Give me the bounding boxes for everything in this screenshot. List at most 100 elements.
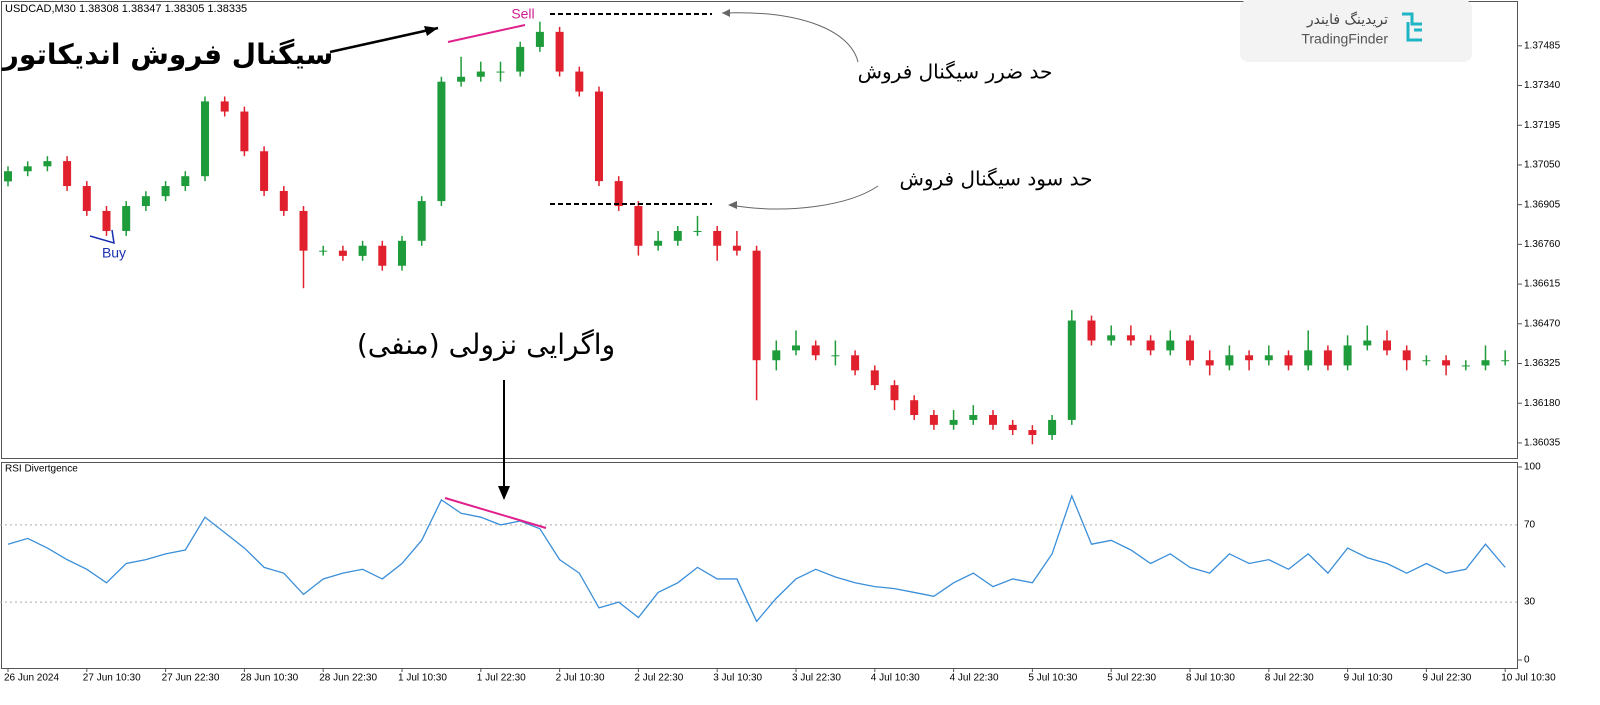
candle-body xyxy=(1284,355,1293,366)
candle-body xyxy=(792,345,800,351)
x-tick-label: 8 Jul 10:30 xyxy=(1186,673,1235,684)
buy-label: Buy xyxy=(102,245,126,261)
y-tick-label: 30 xyxy=(1524,597,1536,608)
candle-body xyxy=(772,350,781,361)
candle-body xyxy=(4,171,12,182)
arrow-head xyxy=(722,9,730,17)
candle-body xyxy=(555,31,564,72)
y-tick-label: 1.37340 xyxy=(1524,80,1561,91)
x-tick-label: 4 Jul 10:30 xyxy=(871,673,920,684)
rsi-line xyxy=(7,494,1506,623)
candle-body xyxy=(949,419,958,425)
candle-body xyxy=(693,230,702,232)
candle-body xyxy=(457,76,466,82)
y-tick-label: 1.36325 xyxy=(1524,358,1561,369)
sell-label: Sell xyxy=(511,6,534,22)
candle-body xyxy=(1402,350,1411,361)
rsi-title: RSI Divertgence xyxy=(5,464,78,475)
logo-icon xyxy=(1402,12,1422,42)
x-tick-label: 3 Jul 10:30 xyxy=(713,673,762,684)
arrow xyxy=(721,12,859,63)
y-tick-label: 1.36760 xyxy=(1524,239,1561,250)
candle-body xyxy=(1186,340,1194,361)
x-tick-label: 8 Jul 22:30 xyxy=(1265,673,1314,684)
candle-body xyxy=(890,385,899,401)
candle-body xyxy=(1323,350,1332,366)
candle-body xyxy=(1245,355,1254,361)
x-tick-label: 27 Jun 10:30 xyxy=(83,673,141,684)
candle-body xyxy=(535,31,544,47)
price-divergence-line xyxy=(447,24,526,43)
symbol-header: USDCAD,M30 1.38308 1.38347 1.38305 1.383… xyxy=(5,3,247,15)
candle-body xyxy=(1028,430,1037,435)
candle-body xyxy=(1461,365,1470,367)
candle-body xyxy=(82,186,91,211)
candle-body xyxy=(496,71,505,73)
candle-body xyxy=(122,206,131,231)
price-panel xyxy=(1,1,1518,459)
candle-body xyxy=(1383,340,1391,351)
x-tick-label: 10 Jul 10:30 xyxy=(1501,673,1556,684)
y-tick-label: 1.36615 xyxy=(1524,279,1561,290)
candle-body xyxy=(1343,345,1352,366)
y-tick-label: 70 xyxy=(1524,520,1536,531)
candle-body xyxy=(673,230,682,241)
candle-body xyxy=(1481,360,1490,366)
candle-body xyxy=(398,240,406,266)
candle-body xyxy=(989,415,997,425)
candle-body xyxy=(1146,340,1155,351)
candle-body xyxy=(1304,350,1313,366)
candle-body xyxy=(713,230,722,246)
y-tick-label: 100 xyxy=(1524,462,1541,473)
y-tick-label: 0 xyxy=(1524,655,1530,666)
candle-body xyxy=(1501,360,1510,362)
buy-marker xyxy=(89,229,115,245)
candle-body xyxy=(1107,335,1116,341)
candle-body xyxy=(1225,355,1234,366)
x-tick-label: 5 Jul 22:30 xyxy=(1107,673,1156,684)
candle-body xyxy=(1008,424,1017,431)
candle-body xyxy=(910,400,919,416)
x-tick-label: 5 Jul 10:30 xyxy=(1028,673,1077,684)
candle-body xyxy=(595,91,603,182)
arrow-head xyxy=(728,201,737,209)
candle-body xyxy=(1067,320,1076,420)
rsi-divergence-line xyxy=(444,497,547,529)
logo-name: TradingFinder xyxy=(1301,31,1388,47)
candle-body xyxy=(23,166,32,172)
candle-body xyxy=(279,190,288,211)
y-tick-label: 1.37050 xyxy=(1524,160,1561,171)
y-tick-label: 1.36470 xyxy=(1524,318,1561,329)
x-tick-label: 2 Jul 10:30 xyxy=(556,673,605,684)
candle-body xyxy=(752,250,761,361)
candle-body xyxy=(240,111,249,152)
candle-body xyxy=(299,210,308,251)
x-tick-label: 28 Jun 22:30 xyxy=(319,673,377,684)
candle-body xyxy=(1205,360,1214,366)
candle-body xyxy=(1422,360,1431,362)
y-tick-label: 1.36905 xyxy=(1524,199,1561,210)
candle-body xyxy=(161,186,170,197)
candle-body xyxy=(634,206,643,246)
x-tick-label: 4 Jul 22:30 xyxy=(950,673,999,684)
candle-body xyxy=(516,46,525,72)
indicator-signal-text: سیگنال فروش اندیکاتور xyxy=(1,38,334,71)
candle-body xyxy=(1442,360,1451,366)
candle-body xyxy=(437,81,446,202)
x-tick-label: 2 Jul 22:30 xyxy=(634,673,683,684)
x-tick-label: 9 Jul 10:30 xyxy=(1344,673,1393,684)
take-profit-text: حد سود سیگنال فروش xyxy=(899,167,1092,191)
candle-body xyxy=(732,245,741,251)
candle-body xyxy=(575,71,584,92)
arrow-head xyxy=(498,486,510,500)
candle-body xyxy=(63,161,72,187)
candle-body xyxy=(1166,340,1175,351)
candle-body xyxy=(969,415,978,420)
stop-loss-text: حد ضرر سیگنال فروش xyxy=(858,60,1053,84)
candle-body xyxy=(614,181,623,207)
candle-body xyxy=(181,176,190,187)
candle-body xyxy=(1264,355,1273,361)
logo-name-fa: تریدینگ فایندر xyxy=(1306,11,1388,28)
candle-body xyxy=(1048,419,1057,435)
